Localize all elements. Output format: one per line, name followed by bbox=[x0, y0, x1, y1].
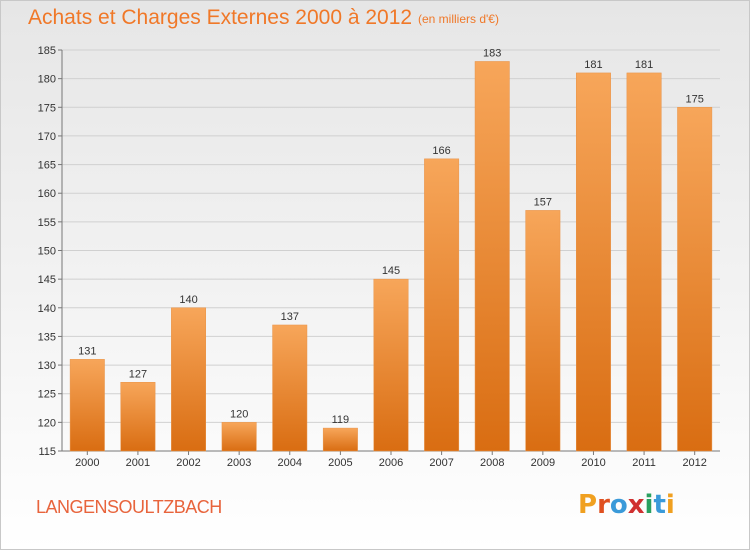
x-tick-label: 2002 bbox=[176, 457, 200, 469]
data-label: 181 bbox=[584, 59, 602, 71]
bar bbox=[69, 359, 105, 452]
bar bbox=[677, 107, 713, 452]
proxiti-logo[interactable]: Proxiti bbox=[578, 490, 675, 520]
y-tick-label: 140 bbox=[38, 303, 56, 315]
data-label: 120 bbox=[230, 408, 248, 420]
logo-letter: P bbox=[578, 490, 598, 520]
data-label: 145 bbox=[382, 265, 400, 277]
x-tick-label: 2011 bbox=[632, 457, 656, 469]
data-label: 137 bbox=[281, 311, 299, 323]
y-tick-label: 125 bbox=[38, 389, 56, 401]
x-tick-label: 2004 bbox=[278, 457, 302, 469]
bar bbox=[272, 324, 308, 452]
y-tick-label: 160 bbox=[38, 188, 56, 200]
y-tick-label: 120 bbox=[38, 417, 56, 429]
data-label: 127 bbox=[129, 368, 147, 380]
data-label: 181 bbox=[635, 59, 653, 71]
y-tick-label: 170 bbox=[38, 131, 56, 143]
data-label: 183 bbox=[483, 47, 501, 59]
town-name: LANGENSOULTZBACH bbox=[36, 497, 222, 517]
chart-subtitle: (en milliers d'€) bbox=[418, 12, 499, 26]
data-label: 131 bbox=[78, 345, 96, 357]
y-tick-label: 145 bbox=[38, 274, 56, 286]
x-tick-label: 2007 bbox=[429, 457, 453, 469]
x-tick-label: 2010 bbox=[581, 457, 605, 469]
y-tick-label: 130 bbox=[38, 360, 56, 372]
data-label: 140 bbox=[179, 294, 197, 306]
y-tick-label: 180 bbox=[38, 74, 56, 86]
bars bbox=[69, 61, 713, 452]
y-tick-label: 150 bbox=[38, 246, 56, 258]
bar bbox=[120, 382, 156, 452]
x-tick-label: 2006 bbox=[379, 457, 403, 469]
x-tick-label: 2012 bbox=[682, 457, 706, 469]
labels: 131 127 140 120 137 119 145 166 183 157 181 181 175 bbox=[78, 47, 704, 426]
data-label: 157 bbox=[534, 196, 552, 208]
y-tick-label: 115 bbox=[38, 446, 56, 458]
logo-letter: x bbox=[627, 490, 645, 520]
bar bbox=[626, 72, 662, 452]
x-tick-label: 2000 bbox=[75, 457, 99, 469]
bar bbox=[221, 422, 257, 452]
bar bbox=[373, 278, 409, 452]
logo-letter: o bbox=[609, 490, 628, 520]
y-tick-label: 135 bbox=[38, 331, 56, 343]
y-tick-label: 185 bbox=[38, 45, 56, 57]
x-tick-label: 2009 bbox=[531, 457, 555, 469]
x-tick-label: 2008 bbox=[480, 457, 504, 469]
data-label: 119 bbox=[332, 414, 350, 426]
x-tick-label: 2003 bbox=[227, 457, 251, 469]
data-label: 175 bbox=[686, 93, 704, 105]
x-tick-label: 2005 bbox=[328, 457, 352, 469]
logo-letter: i bbox=[644, 490, 654, 520]
y-tick-label: 175 bbox=[38, 102, 56, 114]
bar bbox=[474, 61, 510, 452]
y-tick-label: 155 bbox=[38, 217, 56, 229]
bar bbox=[525, 210, 561, 452]
chart-title: Achats et Charges Externes 2000 à 2012 bbox=[28, 6, 413, 29]
bar bbox=[171, 307, 206, 452]
logo-letter: i bbox=[665, 490, 675, 520]
bar bbox=[576, 72, 611, 452]
logo-letter: r bbox=[597, 490, 610, 520]
bar bbox=[424, 158, 460, 452]
y-tick-label: 165 bbox=[38, 160, 56, 172]
x-tick-label: 2001 bbox=[126, 457, 150, 469]
logo-letter: t bbox=[653, 490, 666, 520]
data-label: 166 bbox=[432, 145, 450, 157]
bar bbox=[322, 427, 358, 452]
